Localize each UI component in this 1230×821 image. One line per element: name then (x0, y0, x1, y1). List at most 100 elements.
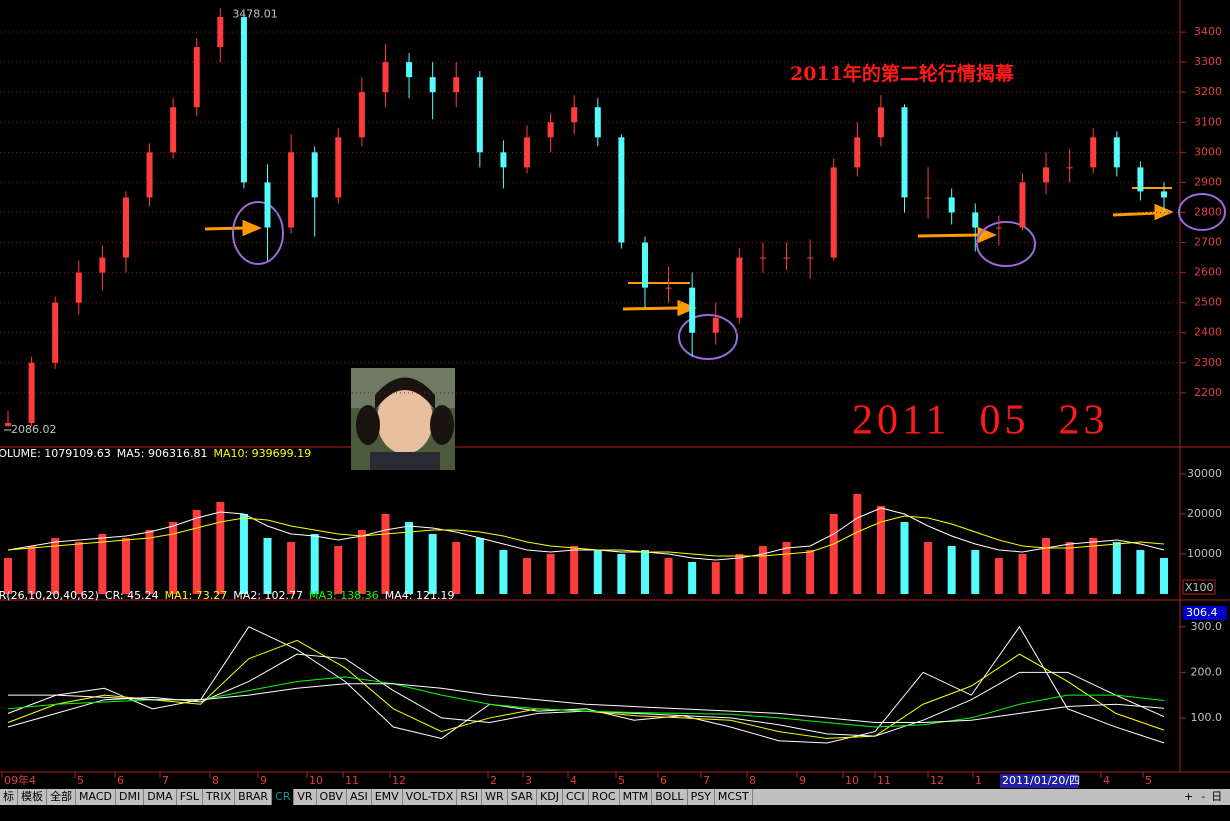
candle-body (854, 137, 861, 168)
tab[interactable]: SAR (508, 789, 538, 805)
candle-body (217, 17, 224, 48)
button[interactable]: + (1184, 790, 1194, 803)
volume-bar (121, 538, 130, 594)
tab[interactable]: DMA (144, 789, 177, 805)
header-item: MA1: 73.27 (165, 589, 228, 602)
candle-body (240, 17, 247, 183)
y-tick-label: 300.0 (1191, 620, 1223, 633)
tab[interactable]: 全部 (47, 789, 76, 805)
candle-body (995, 227, 1002, 229)
period-controls: + - 日线 (1180, 789, 1230, 819)
volume-bar (428, 534, 437, 594)
volume-bar (475, 538, 484, 594)
volume-ma-line (7, 515, 1165, 557)
volume-bar (405, 522, 414, 594)
candle-body (571, 107, 578, 123)
period[interactable]: 日线 (1211, 790, 1223, 819)
x-tick-label: 8 (212, 774, 219, 787)
x-tick-label: 6 (660, 774, 667, 787)
photo (351, 368, 455, 470)
tab[interactable]: MCST (715, 789, 753, 805)
candle-body (146, 152, 153, 198)
y-tick-label: 3200 (1194, 85, 1222, 98)
highlight-circles (232, 193, 1226, 360)
candle-body (1019, 182, 1026, 228)
candle-body (547, 122, 554, 138)
volume-bar (570, 546, 579, 594)
candle-body (807, 257, 814, 259)
x-tick-label: 3 (525, 774, 532, 787)
candle-body (524, 137, 531, 168)
tab[interactable]: OBV (317, 789, 347, 805)
tab[interactable]: BOLL (652, 789, 688, 805)
volume-bar (1065, 542, 1074, 594)
volume-bar (192, 510, 201, 594)
y-tick-label: 2400 (1194, 326, 1222, 339)
x-tick-label: 4 (570, 774, 577, 787)
volume-bar (51, 538, 60, 594)
tab[interactable]: 标 (0, 789, 18, 805)
tab[interactable]: WR (482, 789, 508, 805)
candle-body (406, 62, 413, 78)
y-tick-label: 10000 (1187, 547, 1222, 560)
cursor-date: 2011/01/20/四 (1002, 774, 1080, 787)
tab[interactable]: TRIX (203, 789, 236, 805)
header-item: CR(26,10,20,40,62) (0, 589, 99, 602)
y-tick-label: 2600 (1194, 266, 1222, 279)
tab[interactable]: CCI (563, 789, 589, 805)
candle-body (52, 302, 59, 363)
volume-bar (1018, 554, 1027, 594)
tab[interactable]: MTM (620, 789, 653, 805)
header-item: MA4: 121.19 (385, 589, 455, 602)
toolbar: 标模板 全部 MACD DMI DMA FSL TRIX BRAR CR VR OBV ASI EMV V… (0, 789, 1230, 805)
x-tick-label: 11 (877, 774, 891, 787)
header-item: MA3: 138.36 (309, 589, 379, 602)
tab[interactable]: MACD (76, 789, 116, 805)
volume-bar (239, 514, 248, 594)
volume-bar (994, 558, 1003, 594)
y-tick-label: 3100 (1194, 115, 1222, 128)
cr-line (7, 653, 1165, 737)
candle-body (264, 182, 271, 228)
volume-bar (782, 542, 791, 594)
arrows (204, 187, 1174, 317)
tab[interactable]: EMV (372, 789, 403, 805)
volume-bar (145, 530, 154, 594)
x-tick-label: 5 (1145, 774, 1152, 787)
unit-box (1182, 579, 1216, 595)
cr-line (8, 683, 1165, 723)
tab[interactable]: ASI (347, 789, 372, 805)
volume-bar (971, 550, 980, 594)
candle-body (1113, 137, 1120, 168)
panel-header: CR(26,10,20,40,62) CR: 45.24 MA1: 73.27 MA2… (0, 589, 454, 602)
candle-body (500, 152, 507, 168)
tab[interactable]: VR (294, 789, 317, 805)
x-tick-label: 7 (162, 774, 169, 787)
tab[interactable]: BRAR (235, 789, 273, 805)
tab[interactable]: 模板 (18, 789, 47, 805)
candle-body (311, 152, 318, 198)
candle-body (99, 257, 106, 273)
y-tick-label: 100.0 (1191, 711, 1223, 724)
volume-bar (1042, 538, 1051, 594)
cursor-date-box (1000, 774, 1078, 788)
tab[interactable]: FSL (177, 789, 203, 805)
volume-bar (1160, 558, 1168, 594)
tab[interactable]: KDJ (537, 789, 563, 805)
candle-body (122, 197, 129, 258)
volume-bar (1089, 538, 1098, 594)
volume-bar (452, 542, 461, 594)
volume-bar (806, 550, 815, 594)
tab[interactable]: ROC (589, 789, 620, 805)
annotation-date: 2011 05 23 (852, 398, 1108, 444)
tab[interactable]: PSY (688, 789, 715, 805)
volume-bar (640, 550, 649, 594)
candle-body (28, 362, 35, 423)
tab[interactable]: DMI (116, 789, 145, 805)
button[interactable]: - (1201, 790, 1206, 803)
tab[interactable]: VOL-TDX (403, 789, 458, 805)
tab[interactable]: RSI (457, 789, 483, 805)
y-tick-label: 2200 (1194, 386, 1222, 399)
tab[interactable]: CR (272, 789, 295, 805)
